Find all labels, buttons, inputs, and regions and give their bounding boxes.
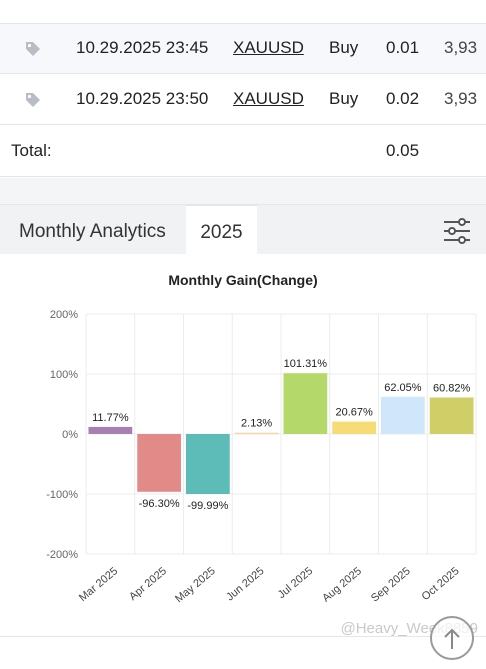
trade-date: 10.29.2025 23:50 bbox=[76, 89, 209, 108]
trade-symbol-link[interactable]: XAUUSD bbox=[233, 38, 304, 57]
filter-sliders-icon[interactable] bbox=[442, 217, 472, 245]
table-row-partial bbox=[0, 0, 486, 24]
trade-lots: 0.01 bbox=[386, 38, 420, 57]
x-tick-label: Jul 2025 bbox=[276, 565, 316, 601]
bar bbox=[234, 432, 279, 435]
x-tick-label: Aug 2025 bbox=[320, 565, 364, 604]
x-tick-label: Oct 2025 bbox=[420, 565, 462, 603]
bar bbox=[137, 434, 181, 492]
x-tick-label: Mar 2025 bbox=[77, 565, 120, 604]
monthly-gain-chart: Monthly Gain(Change) 200% 100% 0% -100% -200%… bbox=[0, 254, 486, 634]
arrow-up-icon bbox=[444, 628, 460, 649]
tag-icon bbox=[26, 93, 40, 107]
chart-title: Monthly Gain(Change) bbox=[168, 272, 317, 288]
bar bbox=[283, 373, 328, 434]
y-tick-label: 200% bbox=[50, 309, 78, 321]
total-label: Total: bbox=[11, 141, 52, 160]
data-label: 2.13% bbox=[241, 418, 272, 430]
x-tick-label: Jun 2025 bbox=[224, 565, 266, 603]
analytics-tab-bar: Monthly Analytics 2025 bbox=[0, 204, 486, 255]
tag-icon bbox=[26, 42, 40, 56]
total-row: Total: 0.05 bbox=[0, 127, 486, 177]
bar bbox=[186, 434, 230, 494]
x-tick-label: Sep 2025 bbox=[369, 565, 413, 604]
data-label: 20.67% bbox=[335, 407, 373, 419]
trade-symbol-link[interactable]: XAUUSD bbox=[233, 89, 304, 108]
bar bbox=[381, 396, 425, 434]
y-tick-label: 100% bbox=[50, 369, 78, 381]
scroll-to-top-button[interactable] bbox=[430, 616, 474, 660]
chart-canvas: Monthly Gain(Change) 200% 100% 0% -100% -200%… bbox=[46, 272, 477, 605]
section-divider bbox=[0, 178, 486, 204]
trade-side: Buy bbox=[329, 89, 359, 108]
tab-year[interactable]: 2025 bbox=[186, 205, 257, 255]
trade-date: 10.29.2025 23:45 bbox=[76, 38, 209, 57]
table-row[interactable]: 10.29.2025 23:45 XAUUSD Buy 0.01 3,93 bbox=[0, 24, 486, 74]
bar bbox=[332, 421, 376, 434]
table-row[interactable]: 10.29.2025 23:50 XAUUSD Buy 0.02 3,93 bbox=[0, 75, 486, 125]
data-label: -99.99% bbox=[187, 500, 228, 512]
trade-lots: 0.02 bbox=[386, 89, 420, 108]
x-tick-label: Apr 2025 bbox=[127, 565, 169, 603]
trade-price: 3,93 bbox=[444, 89, 478, 108]
x-tick-label: May 2025 bbox=[173, 565, 218, 605]
data-label: 11.77% bbox=[92, 412, 129, 424]
y-tick-label: -200% bbox=[46, 549, 78, 561]
bar bbox=[429, 397, 474, 434]
bottom-bar bbox=[0, 636, 486, 669]
total-value: 0.05 bbox=[386, 141, 420, 160]
trade-side: Buy bbox=[329, 38, 359, 57]
data-label: 60.82% bbox=[433, 383, 471, 395]
data-label: 101.31% bbox=[284, 358, 328, 370]
y-tick-label: -100% bbox=[46, 489, 78, 501]
y-tick-label: 0% bbox=[62, 429, 78, 441]
trade-price: 3,93 bbox=[444, 38, 478, 57]
data-label: -96.30% bbox=[139, 498, 180, 510]
bar bbox=[88, 426, 133, 434]
data-label: 62.05% bbox=[384, 382, 422, 394]
tab-monthly-analytics[interactable]: Monthly Analytics bbox=[19, 221, 166, 242]
